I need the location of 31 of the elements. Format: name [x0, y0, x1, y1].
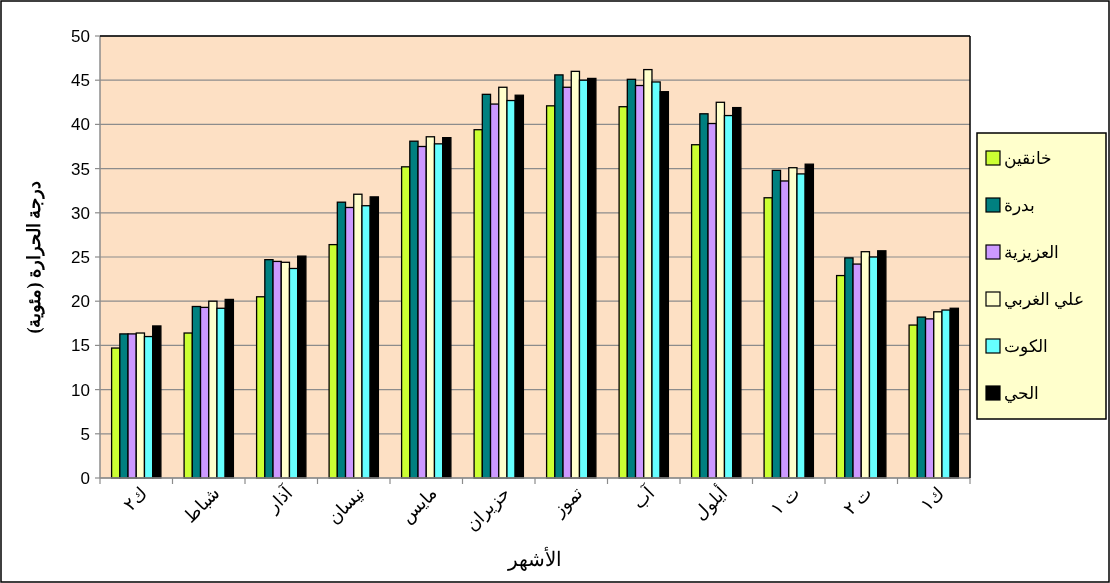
- legend-label: الكوت: [1004, 337, 1048, 357]
- legend-label: الحي: [1004, 384, 1039, 403]
- y-tick-label: 0: [80, 469, 90, 488]
- y-tick-label: 30: [71, 203, 90, 223]
- x-tick-label: حزيران: [461, 482, 515, 536]
- y-tick-label: 40: [71, 115, 90, 135]
- x-tick-label: تموز: [547, 482, 587, 522]
- legend-label: خانقين: [1004, 149, 1052, 169]
- x-tick-label: ك٢: [119, 482, 152, 515]
- y-tick-label: 50: [71, 27, 90, 46]
- x-tick-label: نيسان: [323, 482, 369, 528]
- x-tick-label: شباط: [179, 482, 224, 527]
- x-tick-label: أيلول: [688, 481, 732, 525]
- x-tick-label: ت ١: [767, 482, 804, 520]
- x-tick-label: آذار: [261, 481, 298, 518]
- legend-label: علي الغربي: [1004, 290, 1085, 310]
- x-tick-label: آب: [628, 481, 660, 513]
- x-tick-label: ك١: [916, 482, 949, 515]
- x-axis-title: الأشهر: [507, 546, 562, 571]
- y-tick-label: 10: [71, 380, 90, 400]
- x-tick-label: مايس: [396, 482, 442, 528]
- y-tick-label: 20: [71, 292, 90, 312]
- y-tick-label: 5: [80, 424, 90, 444]
- y-tick-label: 45: [71, 71, 90, 91]
- y-tick-label: 35: [71, 159, 90, 179]
- y-tick-label: 25: [71, 248, 90, 267]
- y-axis-title: درجة الحرارة (مئوية): [24, 180, 45, 334]
- legend-label: بدرة: [1004, 196, 1035, 216]
- x-tick-label: ت ٢: [839, 482, 877, 520]
- legend-label: العزيزية: [1004, 243, 1059, 263]
- y-tick-label: 15: [71, 336, 90, 356]
